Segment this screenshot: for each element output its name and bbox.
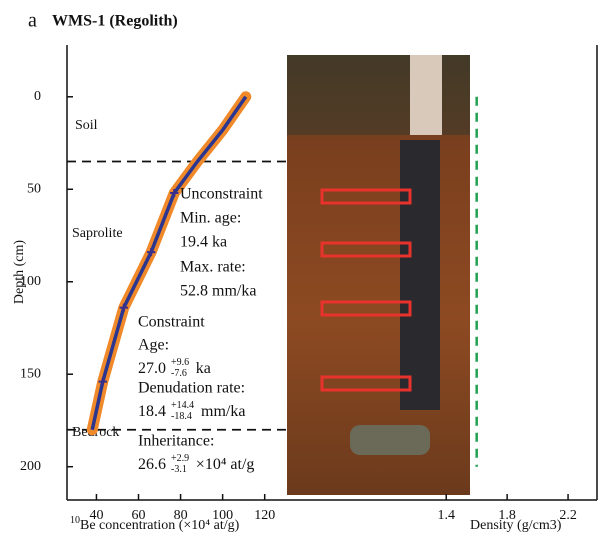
value: 26.6 bbox=[138, 456, 166, 473]
y-tick-label: 100 bbox=[20, 274, 41, 289]
chart-title: WMS-1 (Regolith) bbox=[52, 13, 178, 30]
annotation: Min. age: bbox=[180, 210, 241, 227]
x-tick-label: 80 bbox=[174, 508, 188, 523]
x2-tick-label: 1.8 bbox=[498, 508, 516, 523]
x-tick-label: 40 bbox=[89, 508, 103, 523]
unit: mm/ka bbox=[201, 403, 245, 420]
x-axis-label-sup: 10 bbox=[70, 515, 80, 526]
panel-label: a bbox=[28, 10, 37, 32]
unit: ka bbox=[196, 360, 211, 377]
x2-tick-label: 2.2 bbox=[559, 508, 577, 523]
annotation-value: 27.0 +9.6-7.6 ka bbox=[138, 357, 211, 379]
photo bbox=[287, 55, 470, 495]
plus: +14.4 bbox=[171, 400, 194, 411]
value: 18.4 bbox=[138, 403, 166, 420]
x2-tick-label: 1.4 bbox=[437, 508, 455, 523]
y-tick-label: 0 bbox=[34, 89, 41, 104]
x-tick-label: 60 bbox=[132, 508, 146, 523]
minus: -18.4 bbox=[171, 411, 192, 422]
annotation: Denudation rate: bbox=[138, 380, 245, 397]
chart: a WMS-1 (Regolith) Depth (cm) 10Be conce… bbox=[0, 0, 602, 548]
x-tick-label: 100 bbox=[212, 508, 233, 523]
annotation: Constraint bbox=[138, 314, 205, 331]
y-tick-label: 150 bbox=[20, 366, 41, 381]
unit: ×10⁴ at/g bbox=[196, 456, 255, 473]
annotation-value: 18.4 +14.4-18.4 mm/ka bbox=[138, 400, 245, 422]
y-tick-label: 200 bbox=[20, 459, 41, 474]
annotation: Age: bbox=[138, 337, 169, 354]
minus: -7.6 bbox=[171, 368, 187, 379]
x-tick-label: 120 bbox=[254, 508, 275, 523]
annotation: Max. rate: bbox=[180, 259, 246, 276]
value: 27.0 bbox=[138, 360, 166, 377]
minus: -3.1 bbox=[171, 464, 187, 475]
zone-label: Saprolite bbox=[72, 226, 123, 241]
y-tick-label: 50 bbox=[27, 181, 41, 196]
plus: +2.9 bbox=[171, 453, 189, 464]
plus: +9.6 bbox=[171, 357, 189, 368]
annotation: 52.8 mm/ka bbox=[180, 283, 256, 300]
annotation: Unconstraint bbox=[180, 186, 263, 203]
y-axis-label: Depth (cm) bbox=[12, 240, 27, 304]
annotation-value: 26.6 +2.9-3.1 ×10⁴ at/g bbox=[138, 453, 254, 475]
annotation: 19.4 ka bbox=[180, 234, 227, 251]
annotation: Inheritance: bbox=[138, 433, 214, 450]
zone-label: Soil bbox=[75, 118, 98, 133]
